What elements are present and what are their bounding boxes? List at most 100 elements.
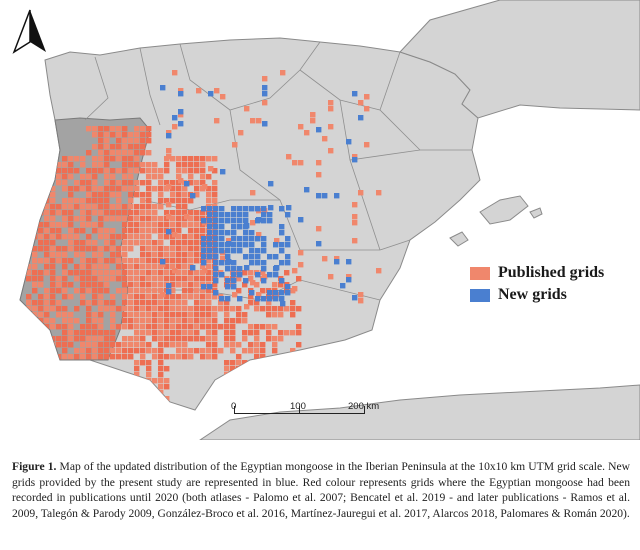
- published-grid-cell: [280, 70, 286, 76]
- published-grid-cell: [290, 366, 296, 372]
- published-grid-cell: [182, 324, 188, 330]
- published-grid-cell: [68, 204, 74, 210]
- new-grid-cell: [352, 91, 358, 97]
- published-grid-cell: [128, 348, 134, 354]
- new-grid-cell: [172, 115, 178, 121]
- published-grid-cell: [134, 126, 140, 132]
- published-grid-cell: [254, 300, 260, 306]
- published-grid-cell: [158, 396, 164, 402]
- published-grid-cell: [170, 264, 176, 270]
- published-grid-cell: [44, 240, 50, 246]
- published-grid-cell: [92, 168, 98, 174]
- published-grid-cell: [98, 144, 104, 150]
- published-grid-cell: [182, 282, 188, 288]
- published-grid-cell: [146, 222, 152, 228]
- published-grid-cell: [38, 234, 44, 240]
- published-grid-cell: [98, 150, 104, 156]
- published-grid-cell: [164, 402, 170, 408]
- published-grid-cell: [164, 276, 170, 282]
- published-grid-cell: [230, 330, 236, 336]
- new-grid-cell: [208, 91, 214, 97]
- published-grid-cell: [182, 240, 188, 246]
- published-grid-cell: [212, 318, 218, 324]
- published-grid-cell: [50, 168, 56, 174]
- published-grid-cell: [158, 192, 164, 198]
- published-grid-cell: [44, 294, 50, 300]
- published-grid-cell: [134, 234, 140, 240]
- new-grid-cell: [249, 242, 255, 248]
- published-grid-cell: [68, 192, 74, 198]
- published-grid-cell: [86, 204, 92, 210]
- published-grid-cell: [110, 294, 116, 300]
- new-grid-cell: [244, 223, 250, 229]
- published-grid-cell: [116, 348, 122, 354]
- published-grid-cell: [104, 210, 110, 216]
- published-grid-cell: [152, 396, 158, 402]
- published-grid-cell: [62, 162, 68, 168]
- published-grid-cell: [134, 348, 140, 354]
- published-grid-cell: [248, 276, 254, 282]
- new-grid-cell: [255, 248, 261, 254]
- published-grid-cell: [266, 336, 272, 342]
- published-grid-cell: [212, 324, 218, 330]
- published-grid-cell: [140, 204, 146, 210]
- published-grid-cell: [164, 300, 170, 306]
- published-grid-cell: [182, 276, 188, 282]
- new-grid-cell: [213, 224, 219, 230]
- published-grid-cell: [44, 342, 50, 348]
- published-grid-cell: [32, 264, 38, 270]
- published-grid-cell: [44, 204, 50, 210]
- published-grid-cell: [364, 106, 370, 112]
- published-grid-cell: [224, 306, 230, 312]
- published-grid-cell: [170, 336, 176, 342]
- published-grid-cell: [122, 270, 128, 276]
- published-grid-cell: [328, 274, 334, 280]
- published-grid-cell: [140, 150, 146, 156]
- published-grid-cell: [238, 130, 244, 136]
- new-grid-cell: [237, 248, 243, 254]
- published-grid-cell: [50, 198, 56, 204]
- new-grid-cell: [268, 205, 274, 211]
- published-grid-cell: [26, 270, 32, 276]
- published-grid-cell: [98, 282, 104, 288]
- published-grid-cell: [230, 372, 236, 378]
- published-grid-cell: [98, 234, 104, 240]
- published-grid-cell: [206, 276, 212, 282]
- published-grid-cell: [140, 198, 146, 204]
- new-grid-cell: [286, 205, 292, 211]
- new-grid-cell: [285, 254, 291, 260]
- published-grid-cell: [146, 162, 152, 168]
- new-grid-cell: [231, 266, 237, 272]
- published-grid-cell: [296, 276, 302, 282]
- new-grid-cell: [279, 290, 285, 296]
- published-grid-cell: [176, 162, 182, 168]
- published-grid-cell: [62, 198, 68, 204]
- published-grid-cell: [232, 292, 238, 298]
- published-grid-cell: [50, 354, 56, 360]
- published-grid-cell: [284, 360, 290, 366]
- published-grid-cell: [128, 180, 134, 186]
- published-grid-cell: [110, 192, 116, 198]
- new-grid-cell: [279, 296, 285, 302]
- new-grid-cell: [201, 218, 207, 224]
- published-grid-cell: [38, 342, 44, 348]
- published-grid-cell: [212, 198, 218, 204]
- published-grid-cell: [56, 204, 62, 210]
- published-grid-cell: [170, 294, 176, 300]
- published-grid-cell: [86, 306, 92, 312]
- new-grid-cell: [207, 236, 213, 242]
- new-grid-cell: [213, 206, 219, 212]
- new-grid-cell: [255, 260, 261, 266]
- published-grid-cell: [236, 342, 242, 348]
- published-grid-cell: [92, 288, 98, 294]
- published-grid-cell: [226, 238, 232, 244]
- published-grid-cell: [44, 198, 50, 204]
- published-grid-cell: [38, 198, 44, 204]
- published-grid-cell: [116, 168, 122, 174]
- published-grid-cell: [206, 348, 212, 354]
- new-grid-cell: [243, 206, 249, 212]
- published-grid-cell: [128, 300, 134, 306]
- published-grid-cell: [122, 246, 128, 252]
- published-grid-cell: [158, 288, 164, 294]
- published-grid-cell: [104, 180, 110, 186]
